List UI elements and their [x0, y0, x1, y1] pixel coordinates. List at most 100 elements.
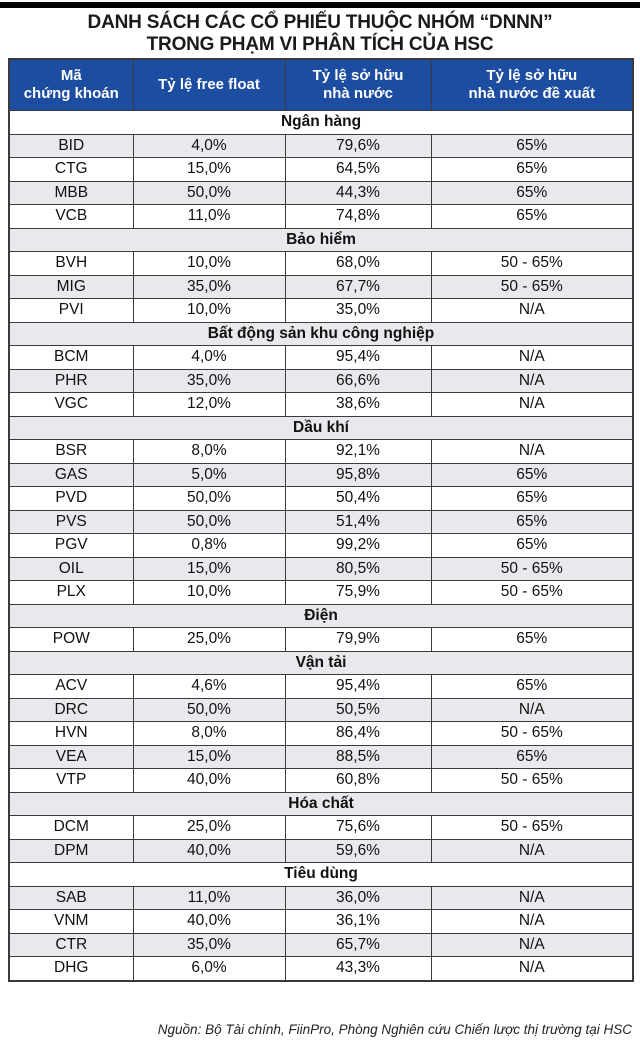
state-ownership-cell: 95,4% [284, 674, 432, 699]
proposed-ownership-cell: 65% [430, 509, 634, 534]
ticker-cell: OIL [8, 556, 134, 581]
ticker-cell: PVS [8, 509, 134, 534]
table-row: VTP 40,0% 60,8% 50 - 65% [8, 768, 634, 793]
proposed-ownership-cell: 65% [430, 486, 634, 511]
free-float-cell: 50,0% [132, 180, 286, 205]
column-header-4: Tỷ lệ sở hữu nhà nước đề xuất [430, 58, 634, 111]
ticker-cell: DRC [8, 697, 134, 722]
source-note: Nguồn: Bộ Tài chính, FiinPro, Phòng Nghi… [157, 1022, 632, 1037]
state-ownership-cell: 95,8% [284, 462, 432, 487]
proposed-ownership-cell: 65% [430, 627, 634, 652]
table-row: BSR 8,0% 92,1% N/A [8, 439, 634, 464]
section-header-row: Vận tải [8, 650, 634, 675]
proposed-ownership-cell: N/A [430, 909, 634, 934]
proposed-ownership-cell: 50 - 65% [430, 815, 634, 840]
table-row: DCM 25,0% 75,6% 50 - 65% [8, 815, 634, 840]
free-float-cell: 10,0% [132, 251, 286, 276]
free-float-cell: 10,0% [132, 580, 286, 605]
free-float-cell: 50,0% [132, 509, 286, 534]
table-row: PHR 35,0% 66,6% N/A [8, 368, 634, 393]
proposed-ownership-cell: N/A [430, 392, 634, 417]
free-float-cell: 15,0% [132, 556, 286, 581]
top-divider-bar [0, 2, 640, 8]
proposed-ownership-cell: N/A [430, 932, 634, 957]
table-row: VNM 40,0% 36,1% N/A [8, 909, 634, 934]
section-title: Tiêu dùng [8, 862, 634, 887]
section-header-row: Hóa chất [8, 791, 634, 816]
section-header-row: Ngân hàng [8, 110, 634, 135]
proposed-ownership-cell: 65% [430, 533, 634, 558]
table-row: DHG 6,0% 43,3% N/A [8, 956, 634, 981]
free-float-cell: 8,0% [132, 439, 286, 464]
table-row: POW 25,0% 79,9% 65% [8, 627, 634, 652]
table-row: CTG 15,0% 64,5% 65% [8, 157, 634, 182]
free-float-cell: 10,0% [132, 298, 286, 323]
state-ownership-cell: 95,4% [284, 345, 432, 370]
proposed-ownership-cell: 65% [430, 180, 634, 205]
proposed-ownership-cell: N/A [430, 885, 634, 910]
table-row: VCB 11,0% 74,8% 65% [8, 204, 634, 229]
proposed-ownership-cell: 50 - 65% [430, 768, 634, 793]
proposed-ownership-cell: N/A [430, 345, 634, 370]
proposed-ownership-cell: 65% [430, 157, 634, 182]
proposed-ownership-cell: 65% [430, 204, 634, 229]
proposed-ownership-cell: N/A [430, 298, 634, 323]
free-float-cell: 25,0% [132, 627, 286, 652]
free-float-cell: 6,0% [132, 956, 286, 981]
proposed-ownership-cell: 50 - 65% [430, 556, 634, 581]
table-row: DPM 40,0% 59,6% N/A [8, 838, 634, 863]
proposed-ownership-cell: N/A [430, 368, 634, 393]
table-row: GAS 5,0% 95,8% 65% [8, 462, 634, 487]
ticker-cell: PLX [8, 580, 134, 605]
free-float-cell: 4,6% [132, 674, 286, 699]
ticker-cell: BSR [8, 439, 134, 464]
ticker-cell: MIG [8, 274, 134, 299]
table-row: ACV 4,6% 95,4% 65% [8, 674, 634, 699]
state-ownership-cell: 50,4% [284, 486, 432, 511]
table-row: OIL 15,0% 80,5% 50 - 65% [8, 556, 634, 581]
state-ownership-cell: 36,1% [284, 909, 432, 934]
free-float-cell: 50,0% [132, 697, 286, 722]
ticker-cell: VCB [8, 204, 134, 229]
ticker-cell: PVD [8, 486, 134, 511]
table-title-line1: DANH SÁCH CÁC CỔ PHIẾU THUỘC NHÓM “DNNN” [87, 12, 553, 33]
ticker-cell: GAS [8, 462, 134, 487]
section-title: Dầu khí [8, 415, 634, 440]
ticker-cell: ACV [8, 674, 134, 699]
section-title: Ngân hàng [8, 110, 634, 135]
free-float-cell: 5,0% [132, 462, 286, 487]
ticker-cell: VTP [8, 768, 134, 793]
section-title: Bảo hiểm [8, 227, 634, 252]
ticker-cell: BVH [8, 251, 134, 276]
state-ownership-cell: 86,4% [284, 721, 432, 746]
section-title: Hóa chất [8, 791, 634, 816]
table-row: VGC 12,0% 38,6% N/A [8, 392, 634, 417]
free-float-cell: 0,8% [132, 533, 286, 558]
ticker-cell: VEA [8, 744, 134, 769]
section-title: Điện [8, 603, 634, 628]
state-ownership-cell: 51,4% [284, 509, 432, 534]
column-header-3: Tỷ lệ sở hữu nhà nước [284, 58, 432, 111]
state-ownership-cell: 99,2% [284, 533, 432, 558]
table-row: SAB 11,0% 36,0% N/A [8, 885, 634, 910]
ticker-cell: POW [8, 627, 134, 652]
state-ownership-cell: 92,1% [284, 439, 432, 464]
column-header-2: Tỷ lệ free float [132, 58, 286, 111]
section-header-row: Dầu khí [8, 415, 634, 440]
state-ownership-cell: 75,9% [284, 580, 432, 605]
ticker-cell: DPM [8, 838, 134, 863]
state-ownership-cell: 50,5% [284, 697, 432, 722]
table-row: VEA 15,0% 88,5% 65% [8, 744, 634, 769]
state-ownership-cell: 44,3% [284, 180, 432, 205]
table-row: PGV 0,8% 99,2% 65% [8, 533, 634, 558]
table-row: BID 4,0% 79,6% 65% [8, 133, 634, 158]
proposed-ownership-cell: 50 - 65% [430, 580, 634, 605]
free-float-cell: 11,0% [132, 885, 286, 910]
free-float-cell: 25,0% [132, 815, 286, 840]
table-row: PLX 10,0% 75,9% 50 - 65% [8, 580, 634, 605]
state-ownership-cell: 79,9% [284, 627, 432, 652]
proposed-ownership-cell: 50 - 65% [430, 721, 634, 746]
free-float-cell: 4,0% [132, 133, 286, 158]
ticker-cell: VGC [8, 392, 134, 417]
state-ownership-cell: 68,0% [284, 251, 432, 276]
